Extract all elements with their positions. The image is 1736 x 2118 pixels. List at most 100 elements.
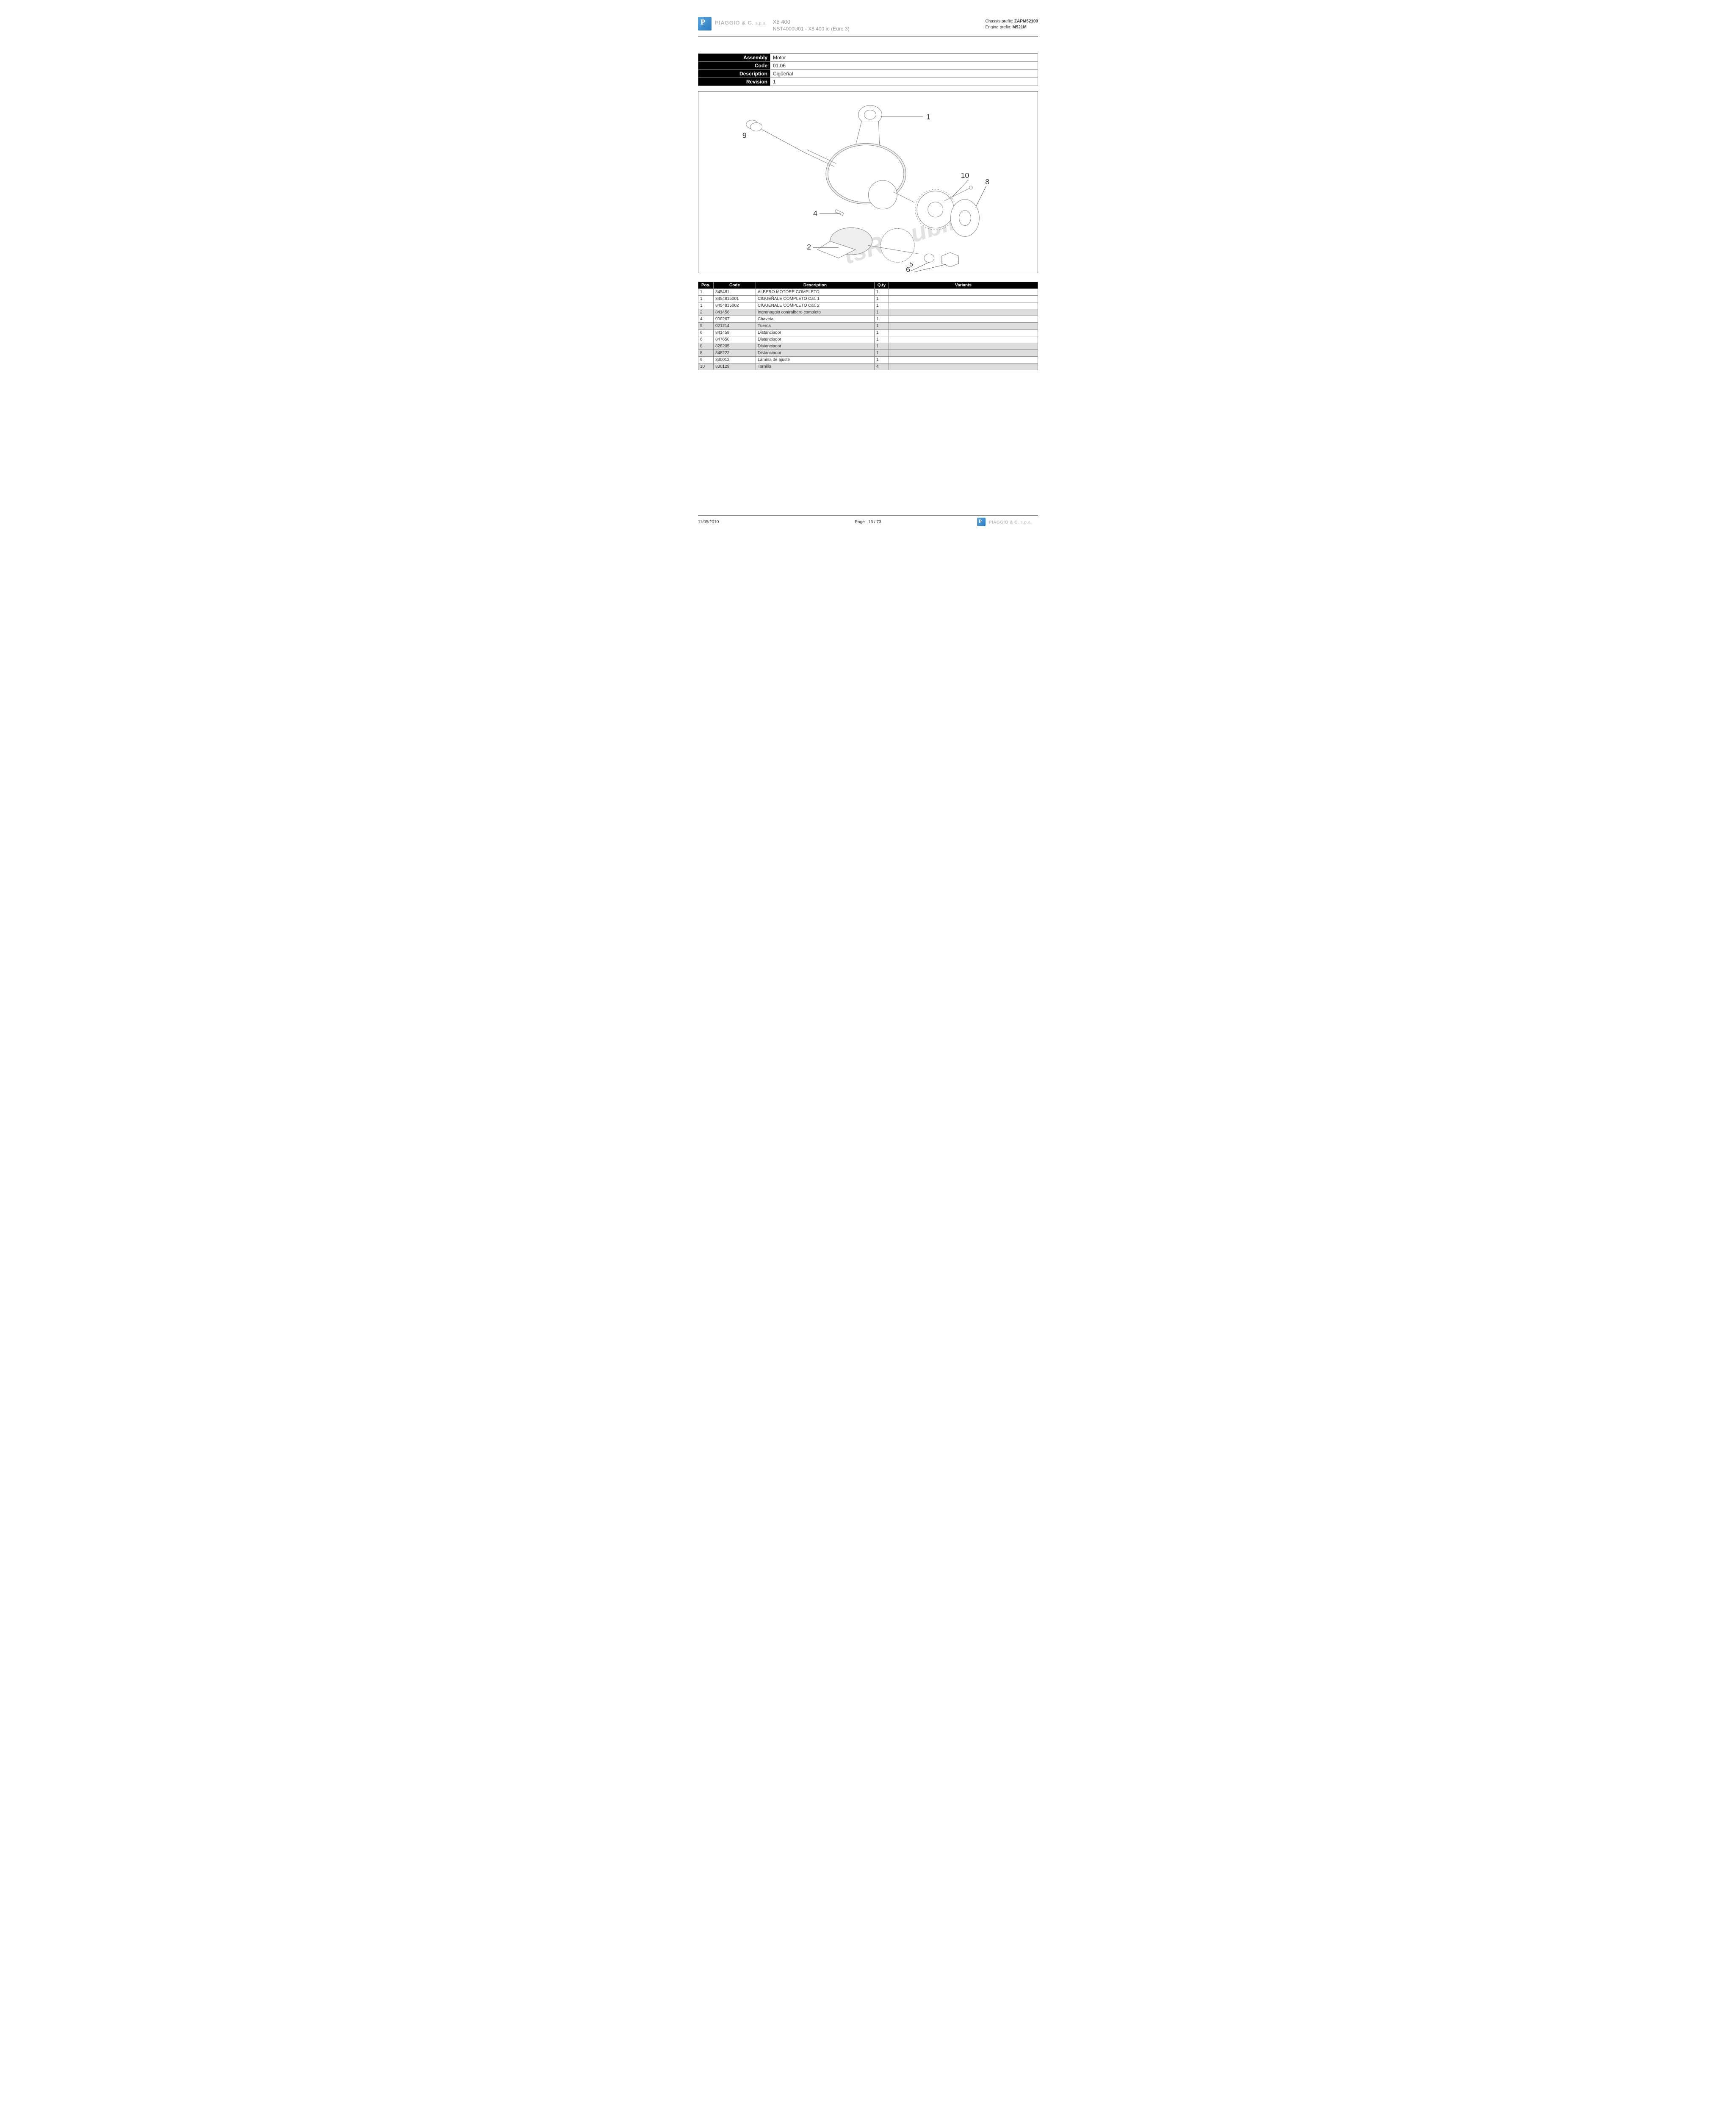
cell-code: 021214 — [714, 323, 756, 330]
cell-var — [889, 350, 1038, 357]
cell-pos: 8 — [698, 350, 714, 357]
table-row: 6841458Distanciador1 — [698, 330, 1038, 336]
cell-pos: 1 — [698, 302, 714, 309]
callout-1: 1 — [926, 113, 930, 121]
cell-qty: 1 — [875, 336, 889, 343]
cell-desc: Distanciador — [756, 330, 875, 336]
cell-var — [889, 316, 1038, 323]
page-label: Page — [855, 520, 864, 524]
cell-qty: 1 — [875, 309, 889, 316]
cell-pos: 6 — [698, 336, 714, 343]
chassis-prefix-value: ZAPM52100 — [1014, 19, 1038, 24]
description-label: Description — [698, 70, 770, 78]
table-row: 5021214Tuerca1 — [698, 323, 1038, 330]
footer-date: 11/05/2010 — [698, 520, 719, 524]
code-value: 01.06 — [770, 62, 1038, 70]
page-current: 13 — [868, 520, 873, 524]
code-label: Code — [698, 62, 770, 70]
cell-desc: Lámina de ajuste — [756, 357, 875, 363]
part-crankshaft-1 — [805, 105, 914, 209]
cell-var — [889, 302, 1038, 309]
cell-code: 8454815001 — [714, 296, 756, 302]
cell-desc: Ingranaggio contralbero completo — [756, 309, 875, 316]
page-total: 73 — [877, 520, 881, 524]
table-row: 4000267Chaveta1 — [698, 316, 1038, 323]
part-shim-9 — [951, 200, 980, 237]
cell-qty: 1 — [875, 343, 889, 350]
cell-desc: Distanciador — [756, 350, 875, 357]
table-row: 8828205Distanciador1 — [698, 343, 1038, 350]
cell-qty: 1 — [875, 296, 889, 302]
revision-value: 1 — [770, 78, 1038, 86]
model-block: X8 400 NST4000U01 - X8 400 ie (Euro 3) — [773, 19, 850, 32]
part-spacer-8 — [746, 120, 805, 153]
cell-pos: 10 — [698, 363, 714, 370]
engine-prefix-value: M521M — [1012, 25, 1026, 30]
cell-var — [889, 363, 1038, 370]
prefix-block: Chassis prefix: ZAPM52100 Engine prefix:… — [986, 19, 1038, 30]
cell-qty: 1 — [875, 302, 889, 309]
table-row: 1845481ALBERO MOTORE COMPLETO1 — [698, 289, 1038, 296]
footer-brand: PIAGGIO & C. s.p.a. — [989, 520, 1032, 525]
col-desc-header: Description — [756, 282, 875, 289]
cell-desc: CIGUEÑALE COMPLETO Cat. 1 — [756, 296, 875, 302]
description-value: Cigüeñal — [770, 70, 1038, 78]
table-row: 10830129Tornillo4 — [698, 363, 1038, 370]
cell-desc: Tornillo — [756, 363, 875, 370]
cell-code: 000267 — [714, 316, 756, 323]
model-subtitle: NST4000U01 - X8 400 ie (Euro 3) — [773, 26, 850, 32]
part-key-4 — [835, 210, 844, 216]
cell-qty: 1 — [875, 350, 889, 357]
part-washer-nut — [924, 252, 959, 267]
callout-2: 2 — [807, 243, 811, 251]
callout-5: 5 — [909, 261, 913, 268]
cell-var — [889, 330, 1038, 336]
parts-table: Pos. Code Description Q.ty Variants 1845… — [698, 282, 1038, 370]
table-row: 6847650Distanciador1 — [698, 336, 1038, 343]
brand-name: PIAGGIO & C. s.p.a. — [715, 19, 767, 26]
table-row: 8848222Distanciador1 — [698, 350, 1038, 357]
chassis-prefix-label: Chassis prefix: — [986, 19, 1013, 24]
cell-pos: 8 — [698, 343, 714, 350]
cell-qty: 1 — [875, 330, 889, 336]
cell-code: 830129 — [714, 363, 756, 370]
cell-pos: 5 — [698, 323, 714, 330]
diagram-svg: tsRepublik — [698, 91, 1038, 273]
cell-var — [889, 357, 1038, 363]
cell-desc: Tuerca — [756, 323, 875, 330]
parts-table-header-row: Pos. Code Description Q.ty Variants — [698, 282, 1038, 289]
cell-qty: 1 — [875, 316, 889, 323]
cell-desc: Distanciador — [756, 343, 875, 350]
model-title: X8 400 — [773, 19, 850, 25]
cell-var — [889, 323, 1038, 330]
cell-pos: 2 — [698, 309, 714, 316]
cell-code: 841458 — [714, 330, 756, 336]
cell-qty: 1 — [875, 289, 889, 296]
piaggio-logo-icon — [698, 17, 712, 30]
assembly-label: Assembly — [698, 54, 770, 62]
table-row: 18454815001CIGUEÑALE COMPLETO Cat. 11 — [698, 296, 1038, 302]
cell-code: 845481 — [714, 289, 756, 296]
cell-code: 848222 — [714, 350, 756, 357]
cell-code: 841456 — [714, 309, 756, 316]
callout-10: 10 — [961, 171, 969, 180]
cell-desc: Chaveta — [756, 316, 875, 323]
cell-code: 847650 — [714, 336, 756, 343]
revision-label: Revision — [698, 78, 770, 86]
callout-9: 8 — [985, 177, 989, 186]
page-footer: 11/05/2010 Page 13 / 73 PIAGGIO & C. s.p… — [698, 516, 1038, 526]
brand-suffix: s.p.a. — [755, 21, 767, 26]
cell-code: 830012 — [714, 357, 756, 363]
engine-prefix-label: Engine prefix: — [986, 25, 1011, 30]
exploded-diagram: tsRepublik — [698, 91, 1038, 273]
cell-pos: 4 — [698, 316, 714, 323]
piaggio-logo-icon — [977, 518, 986, 526]
assembly-value: Motor — [770, 54, 1038, 62]
footer-page: Page 13 / 73 — [855, 520, 881, 524]
assembly-info-table: Assembly Motor Code 01.06 Description Ci… — [698, 53, 1038, 86]
cell-code: 8454815002 — [714, 302, 756, 309]
cell-pos: 9 — [698, 357, 714, 363]
col-pos-header: Pos. — [698, 282, 714, 289]
cell-pos: 1 — [698, 289, 714, 296]
brand-text: PIAGGIO & C. — [715, 19, 753, 26]
